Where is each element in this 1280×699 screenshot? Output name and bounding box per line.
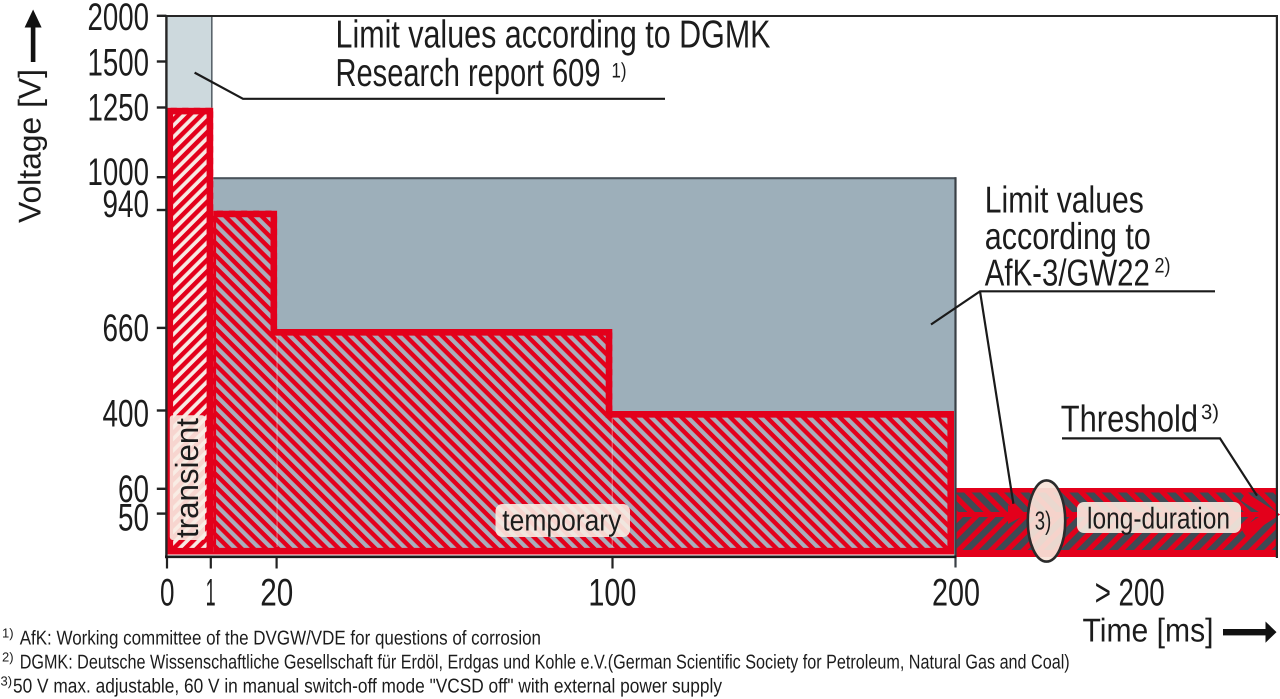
svg-text:3): 3) xyxy=(1201,401,1219,424)
svg-text:660: 660 xyxy=(103,307,150,350)
svg-text:60: 60 xyxy=(118,468,149,511)
svg-text:AfK-3/GW22: AfK-3/GW22 xyxy=(985,252,1150,294)
svg-text:50: 50 xyxy=(118,497,149,540)
svg-text:1500: 1500 xyxy=(88,42,150,85)
svg-text:940: 940 xyxy=(103,183,150,226)
svg-text:> 200: > 200 xyxy=(1095,571,1165,614)
svg-text:3): 3) xyxy=(1,674,13,689)
svg-text:Voltage [V]: Voltage [V] xyxy=(12,69,48,223)
svg-text:1): 1) xyxy=(612,60,627,83)
svg-text:temporary: temporary xyxy=(502,505,621,538)
svg-text:1250: 1250 xyxy=(88,87,150,130)
svg-text:Limit values according to DGMK: Limit values according to DGMK xyxy=(336,13,771,56)
svg-text:3): 3) xyxy=(1035,506,1052,536)
svg-text:AfK: Working committee of the: AfK: Working committee of the DVGW/VDE f… xyxy=(20,628,541,650)
svg-text:long-duration: long-duration xyxy=(1087,503,1230,536)
svg-text:1): 1) xyxy=(2,626,14,641)
svg-text:1: 1 xyxy=(206,571,216,614)
svg-text:Limit values: Limit values xyxy=(985,179,1144,221)
svg-text:2): 2) xyxy=(1155,255,1171,278)
svg-text:transient: transient xyxy=(169,418,205,538)
svg-text:50 V max. adjustable, 60 V in: 50 V max. adjustable, 60 V in manual swi… xyxy=(13,676,722,698)
svg-text:200: 200 xyxy=(932,571,980,614)
svg-text:400: 400 xyxy=(103,393,150,436)
svg-text:Threshold: Threshold xyxy=(1061,398,1198,440)
svg-text:2): 2) xyxy=(2,650,14,665)
svg-text:20: 20 xyxy=(260,571,293,614)
svg-text:100: 100 xyxy=(588,571,636,614)
svg-text:Time [ms]: Time [ms] xyxy=(1083,612,1214,649)
svg-text:2000: 2000 xyxy=(88,0,150,39)
svg-text:according to: according to xyxy=(985,215,1151,257)
svg-text:Research report 609: Research report 609 xyxy=(336,52,601,95)
svg-text:DGMK: Deutsche Wissenschaftlic: DGMK: Deutsche Wissenschaftliche Gesells… xyxy=(20,652,1070,674)
svg-text:0: 0 xyxy=(160,571,175,614)
svg-text:1000: 1000 xyxy=(88,151,150,194)
